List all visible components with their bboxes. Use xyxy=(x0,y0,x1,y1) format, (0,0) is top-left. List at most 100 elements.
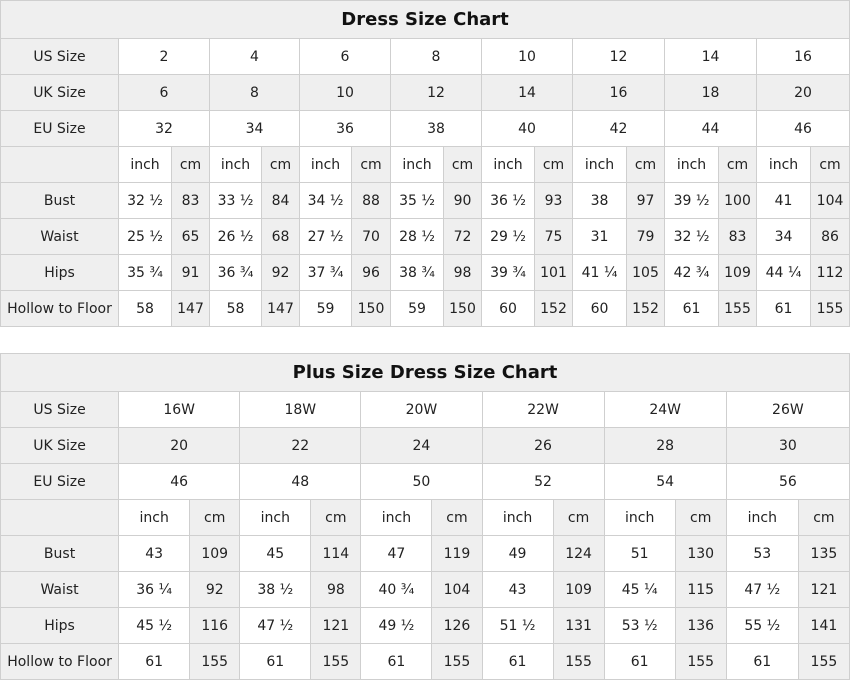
cm-cell: 92 xyxy=(261,254,300,291)
size-cell: 8 xyxy=(390,38,482,75)
inch-cell: 35 ¾ xyxy=(118,254,172,291)
size-row: US Size 2 4 6 8 10 12 14 16 xyxy=(0,38,851,75)
title-row: Dress Size Chart xyxy=(0,0,851,39)
unit-inch-header: inch xyxy=(118,499,191,536)
size-row: EU Size 46 48 50 52 54 56 xyxy=(0,463,851,500)
cm-cell: 98 xyxy=(443,254,482,291)
inch-cell: 51 ½ xyxy=(481,607,554,644)
size-cell: 30 xyxy=(725,427,851,464)
inch-cell: 61 xyxy=(756,290,811,327)
cm-cell: 152 xyxy=(534,290,573,327)
cm-cell: 100 xyxy=(718,182,757,219)
cm-cell: 98 xyxy=(310,571,362,608)
unit-inch-header: inch xyxy=(360,499,433,536)
size-cell: 36 xyxy=(299,110,391,147)
inch-cell: 38 ½ xyxy=(239,571,312,608)
inch-cell: 42 ¾ xyxy=(664,254,719,291)
inch-cell: 51 xyxy=(603,535,676,572)
unit-cm-header: cm xyxy=(310,499,362,536)
cm-cell: 141 xyxy=(797,607,851,644)
cm-cell: 155 xyxy=(310,643,362,680)
cm-cell: 109 xyxy=(189,535,241,572)
size-cell: 2 xyxy=(118,38,210,75)
inch-cell: 38 ¾ xyxy=(390,254,444,291)
cm-cell: 155 xyxy=(797,643,851,680)
cm-cell: 105 xyxy=(626,254,665,291)
row-label: Hollow to Floor xyxy=(0,643,120,680)
size-cell: 20 xyxy=(118,427,241,464)
inch-cell: 35 ½ xyxy=(390,182,444,219)
inch-cell: 32 ½ xyxy=(118,182,172,219)
cm-cell: 109 xyxy=(552,571,605,608)
inch-cell: 38 xyxy=(572,182,627,219)
size-cell: 12 xyxy=(390,74,482,111)
cm-cell: 136 xyxy=(674,607,727,644)
inch-cell: 39 ¾ xyxy=(481,254,535,291)
size-row: EU Size 32 34 36 38 40 42 44 46 xyxy=(0,110,851,147)
inch-cell: 29 ½ xyxy=(481,218,535,255)
cm-cell: 112 xyxy=(809,254,851,291)
inch-cell: 45 ½ xyxy=(118,607,191,644)
cm-cell: 124 xyxy=(552,535,605,572)
cm-cell: 150 xyxy=(351,290,391,327)
size-cell: 42 xyxy=(572,110,665,147)
size-cell: 34 xyxy=(209,110,300,147)
row-label: Hollow to Floor xyxy=(0,290,119,327)
table-title: Dress Size Chart xyxy=(0,0,851,39)
size-cell: 26W xyxy=(725,391,851,428)
row-label: UK Size xyxy=(0,74,119,111)
inch-cell: 31 xyxy=(572,218,627,255)
size-cell: 46 xyxy=(755,110,851,147)
unit-inch-header: inch xyxy=(572,146,627,183)
unit-row: inch cm inch cm inch cm inch cm inch cm inch cm xyxy=(0,499,851,536)
size-cell: 8 xyxy=(209,74,300,111)
cm-cell: 121 xyxy=(797,571,851,608)
cm-cell: 135 xyxy=(797,535,851,572)
measure-row: Bust 43 109 45 114 47 119 49 124 51 130 53 135 xyxy=(0,535,851,572)
inch-cell: 27 ½ xyxy=(299,218,352,255)
inch-cell: 58 xyxy=(118,290,172,327)
inch-cell: 36 ¾ xyxy=(209,254,262,291)
row-label: Waist xyxy=(0,218,119,255)
unit-cm-header: cm xyxy=(261,146,300,183)
unit-inch-header: inch xyxy=(481,146,535,183)
unit-cm-header: cm xyxy=(797,499,851,536)
inch-cell: 45 ¼ xyxy=(603,571,676,608)
inch-cell: 41 ¼ xyxy=(572,254,627,291)
inch-cell: 37 ¾ xyxy=(299,254,352,291)
size-cell: 16 xyxy=(572,74,665,111)
row-label: Hips xyxy=(0,607,120,644)
cm-cell: 115 xyxy=(674,571,727,608)
measure-row: Waist 25 ½ 65 26 ½ 68 27 ½ 70 28 ½ 72 29 ½ 75 31 79 3… xyxy=(0,218,851,255)
inch-cell: 61 xyxy=(664,290,719,327)
cm-cell: 79 xyxy=(626,218,665,255)
size-cell: 14 xyxy=(664,38,757,75)
cm-cell: 86 xyxy=(809,218,851,255)
inch-cell: 49 xyxy=(481,535,554,572)
measure-row: Hollow to Floor 58 147 58 147 59 150 59 150 60 152… xyxy=(0,290,851,327)
inch-cell: 61 xyxy=(481,643,554,680)
cm-cell: 70 xyxy=(351,218,391,255)
inch-cell: 47 ½ xyxy=(725,571,799,608)
unit-inch-header: inch xyxy=(481,499,554,536)
inch-cell: 32 ½ xyxy=(664,218,719,255)
inch-cell: 49 ½ xyxy=(360,607,433,644)
inch-cell: 34 xyxy=(756,218,811,255)
cm-cell: 90 xyxy=(443,182,482,219)
size-cell: 52 xyxy=(481,463,605,500)
unit-cm-header: cm xyxy=(171,146,210,183)
cm-cell: 155 xyxy=(552,643,605,680)
row-label: Bust xyxy=(0,182,119,219)
row-label: Waist xyxy=(0,571,120,608)
row-label-empty xyxy=(0,146,119,183)
size-cell: 10 xyxy=(299,74,391,111)
unit-row: inch cm inch cm inch cm inch cm inch cm inch cm inch… xyxy=(0,146,851,183)
size-cell: 12 xyxy=(572,38,665,75)
inch-cell: 60 xyxy=(572,290,627,327)
unit-inch-header: inch xyxy=(299,146,352,183)
inch-cell: 33 ½ xyxy=(209,182,262,219)
cm-cell: 83 xyxy=(718,218,757,255)
row-label-empty xyxy=(0,499,120,536)
cm-cell: 83 xyxy=(171,182,210,219)
size-cell: 26 xyxy=(481,427,605,464)
